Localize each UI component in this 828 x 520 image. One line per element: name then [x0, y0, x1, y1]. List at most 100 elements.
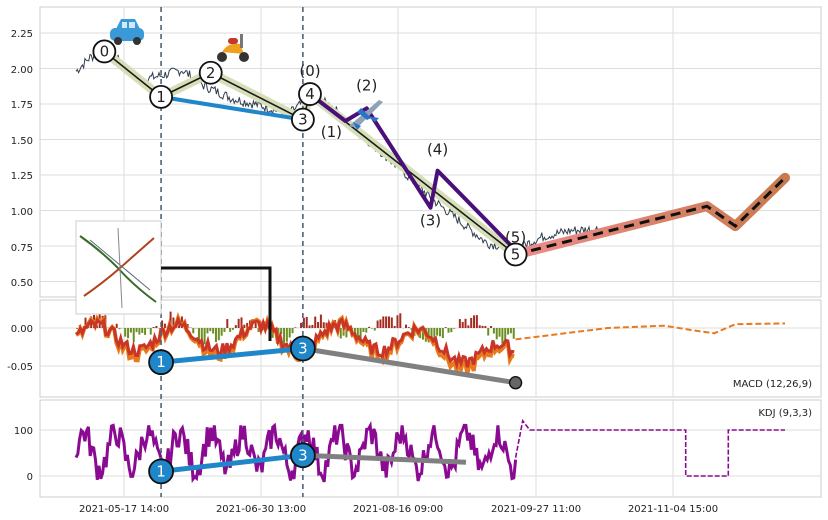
- price-y-tick: 0.50: [11, 278, 33, 289]
- macd-bar: [254, 323, 257, 328]
- macd-bar: [251, 327, 254, 328]
- macd-bar: [478, 325, 481, 328]
- macd-bar: [118, 328, 121, 330]
- macd-bar: [257, 328, 260, 333]
- wave-point-circle: [298, 82, 322, 106]
- macd-bar: [277, 328, 280, 335]
- price-y-tick: 1.50: [11, 136, 33, 147]
- macd-bar: [365, 328, 368, 333]
- macd-bar: [214, 328, 217, 343]
- kdj-divergence-label: 3: [298, 446, 308, 464]
- macd-bar: [192, 328, 195, 334]
- macd-tail: [515, 322, 786, 341]
- macd-bar: [492, 328, 495, 334]
- x-tick: 2021-08-16 09:00: [353, 504, 443, 515]
- macd-bar: [421, 328, 424, 340]
- macd-bar: [220, 328, 223, 336]
- macd-bar: [229, 328, 232, 332]
- macd-bar: [141, 328, 144, 333]
- macd-bar: [178, 325, 181, 328]
- macd-bar: [280, 328, 283, 335]
- macd-bar: [504, 328, 507, 343]
- macd-bar: [393, 325, 396, 328]
- sub-wave-label: (0): [299, 62, 320, 80]
- grid-lines: [40, 7, 821, 497]
- macd-divergence-label: 1: [156, 353, 166, 371]
- macd-bar: [467, 325, 470, 328]
- macd-bar: [322, 322, 325, 328]
- macd-divergence-marker: 1: [148, 349, 174, 376]
- wave-point-circle: [149, 85, 173, 109]
- macd-bar: [404, 324, 407, 328]
- macd-bar: [385, 316, 388, 328]
- kdj-panel: [39, 399, 822, 498]
- price-y-tick: 0.75: [11, 243, 33, 254]
- wave-point-marker: 0: [92, 39, 117, 64]
- macd-bar: [379, 319, 382, 328]
- macd-bar: [291, 328, 294, 334]
- macd-bar: [487, 328, 490, 336]
- kdj-y-tick: 0: [27, 472, 33, 483]
- macd-bar: [376, 320, 379, 328]
- macd-bar: [356, 328, 359, 342]
- macd-bar: [231, 328, 234, 330]
- macd-bar: [359, 328, 362, 339]
- kdj-divergence-circle: [148, 458, 174, 485]
- macd-y-tick: -0.05: [7, 362, 33, 373]
- macd-bar: [345, 328, 348, 338]
- macd-bar: [223, 328, 226, 332]
- macd-bar: [382, 316, 385, 328]
- macd-bar: [362, 328, 365, 333]
- macd-bar: [138, 328, 141, 335]
- macd-bar: [450, 328, 453, 333]
- macd-bar: [161, 320, 164, 328]
- macd-bar: [501, 328, 504, 344]
- x-tick: 2021-06-30 13:00: [216, 504, 306, 515]
- price-y-tick: 1.75: [11, 100, 33, 111]
- macd-divergence-marker: 3: [289, 335, 316, 362]
- macd-bar: [206, 328, 209, 334]
- wave-point-circle: [290, 107, 315, 132]
- sub-wave-label: (4): [427, 141, 448, 159]
- macd-bar: [203, 328, 206, 345]
- macd-bar: [212, 328, 215, 334]
- macd-bar: [507, 328, 510, 335]
- sub-wave-label: (5): [505, 228, 526, 246]
- macd-bar: [169, 311, 172, 328]
- macd-bar: [461, 322, 464, 328]
- macd-bar: [319, 314, 322, 328]
- macd-bar: [217, 328, 220, 341]
- macd-bar: [76, 328, 78, 329]
- macd-bar: [373, 328, 376, 331]
- sub-wave-label: (3): [420, 212, 441, 230]
- macd-bar: [294, 327, 297, 328]
- kdj-divergence-label: 1: [156, 462, 166, 480]
- macd-bar: [226, 319, 229, 328]
- macd-bar: [353, 328, 356, 334]
- macd-bar: [481, 325, 484, 328]
- macd-bar: [285, 328, 288, 342]
- kdj-divergence-circle: [289, 442, 316, 469]
- forecast-line: [515, 176, 787, 256]
- wave-point-label: 4: [305, 85, 315, 103]
- macd-bar: [407, 327, 410, 328]
- macd-bar: [246, 322, 249, 328]
- macd-bar: [339, 328, 342, 339]
- macd-bar: [509, 328, 512, 334]
- wave-point-label: 1: [156, 88, 166, 106]
- macd-bar: [240, 317, 243, 328]
- macd-bar: [200, 328, 203, 342]
- macd-divergence-line: [160, 346, 304, 365]
- macd-divergence-end: [508, 376, 523, 390]
- wave-point-marker: 4: [298, 82, 322, 106]
- scooter-icon: [217, 34, 249, 62]
- macd-bar: [430, 328, 433, 343]
- macd-panel: [39, 299, 822, 398]
- kdj-divergence-marker: 1: [148, 458, 174, 485]
- macd-bar: [300, 322, 303, 328]
- price-y-tick: 1.25: [11, 171, 33, 182]
- macd-bar: [464, 318, 467, 328]
- macd-bar: [149, 328, 152, 335]
